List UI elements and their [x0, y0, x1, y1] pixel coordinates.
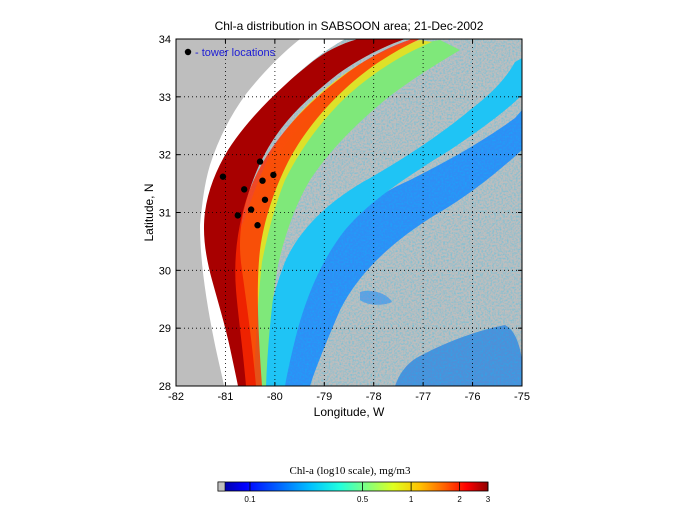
figure-title: Chl-a distribution in SABSOON area; 21-D…: [215, 19, 484, 33]
tower-markers: [219, 158, 277, 229]
colorbar-ticks: 0.1 0.5 1 2 3: [244, 482, 491, 504]
tower-marker: [241, 186, 248, 193]
x-tick-label: -77: [415, 391, 431, 403]
x-axis-ticks: -82 -81 -80 -79 -78 -77 -76 -75: [168, 39, 530, 403]
x-tick-label: -75: [514, 391, 530, 403]
tower-marker: [256, 158, 264, 165]
coastal-red-edge: [235, 39, 420, 386]
colorbar-tick-label: 3: [486, 495, 491, 504]
cyan-chl-band: [262, 58, 522, 386]
x-axis-label: Longitude, W: [314, 405, 385, 419]
tower-marker: [261, 196, 269, 203]
y-tick-label: 31: [159, 208, 171, 220]
colorbar-scale: [217, 481, 489, 492]
tower-marker: [234, 212, 241, 219]
colorbar-no-data-swatch: [217, 481, 226, 492]
y-tick-label: 34: [159, 34, 171, 46]
y-axis-label: Latitude, N: [142, 183, 156, 241]
tower-marker: [219, 173, 227, 180]
x-tick-label: -79: [316, 391, 332, 403]
grid: [176, 39, 522, 386]
y-axis-ticks: 28 29 30 31 32 33 34: [159, 34, 522, 393]
x-tick-label: -82: [168, 391, 184, 403]
colorbar-tick-label: 0.5: [357, 495, 369, 504]
y-tick-label: 29: [159, 323, 171, 335]
y-tick-label: 30: [159, 265, 171, 277]
tower-marker: [254, 222, 261, 229]
colorbar-tick-label: 0.1: [244, 495, 256, 504]
coastal-high-chl-band: [202, 39, 405, 386]
tower-marker: [270, 171, 277, 179]
colorbar: Chl-a (log10 scale), mg/m3 0.1 0.5 1 2 3: [217, 465, 491, 504]
land-edge-gray: [176, 39, 300, 386]
colorbar-tick-label: 1: [409, 495, 414, 504]
x-tick-label: -80: [267, 391, 283, 403]
y-tick-label: 32: [159, 150, 171, 162]
tower-marker: [259, 177, 266, 184]
legend-label: - tower locations: [195, 47, 276, 59]
chl-map: [176, 39, 522, 386]
tower-marker: [247, 206, 255, 213]
y-tick-label: 33: [159, 92, 171, 104]
x-tick-label: -78: [366, 391, 382, 403]
colorbar-tick-label: 2: [457, 495, 462, 504]
colorbar-label: Chl-a (log10 scale), mg/m3: [290, 465, 411, 477]
legend: - tower locations: [184, 47, 276, 59]
legend-marker-icon: [184, 48, 192, 56]
x-tick-label: -81: [217, 391, 233, 403]
x-tick-label: -76: [465, 391, 481, 403]
y-tick-label: 28: [159, 381, 171, 393]
